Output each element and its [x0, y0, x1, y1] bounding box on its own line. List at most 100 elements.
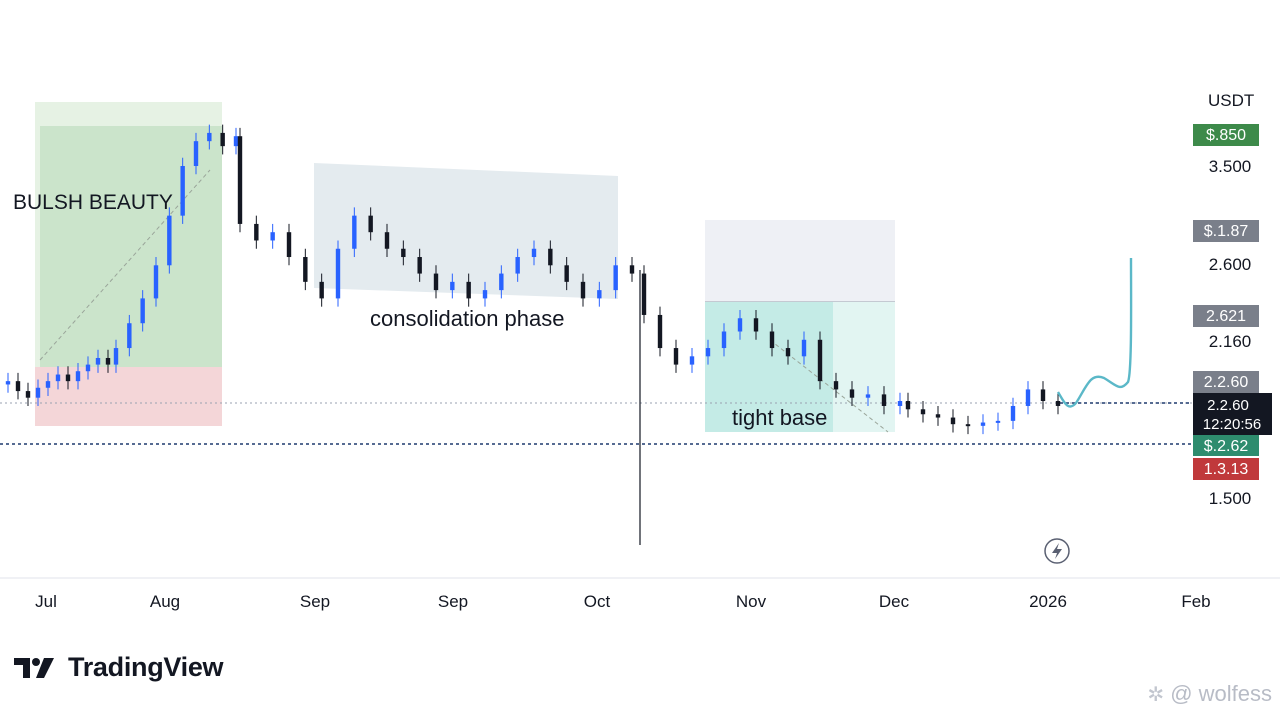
tradingview-logo-icon [14, 657, 54, 678]
watermark: ✲ @ wolfess [1147, 681, 1272, 707]
x-tick-sep-2: Sep [438, 592, 468, 611]
base-zone-inner [705, 302, 833, 432]
x-tick-nov: Nov [736, 592, 767, 611]
candle-body [105, 357, 111, 365]
tradingview-logo-text: TradingView [68, 652, 224, 682]
candles [5, 124, 1061, 545]
current-price-box [1193, 393, 1272, 435]
y-tick-2600: 2.600 [1209, 255, 1252, 274]
candle-body [153, 265, 159, 299]
candle-body [35, 387, 41, 398]
candle-body [657, 314, 663, 349]
lightning-icon[interactable] [1044, 538, 1070, 564]
candle-body [45, 381, 51, 388]
candle-body [25, 391, 31, 398]
candle-body [980, 422, 986, 426]
candle-body [564, 265, 569, 282]
candle-body [897, 401, 903, 406]
candle-body [237, 136, 243, 224]
x-tick-jul: Jul [35, 592, 57, 611]
x-tick-aug: Aug [150, 592, 180, 611]
annotation-consolidation: consolidation phase [370, 306, 564, 331]
candle-body [705, 348, 711, 357]
price-tag-2-bg [1193, 220, 1259, 242]
candle-body [1010, 405, 1016, 421]
candle-body [384, 232, 390, 249]
price-tag-1: $.850 [1206, 127, 1246, 144]
candle-body [167, 215, 172, 266]
candle-body [140, 298, 145, 324]
candle-body [801, 339, 807, 357]
consolidation-band [314, 163, 618, 299]
candle-body [920, 409, 926, 415]
candle-body [193, 141, 199, 166]
candle-body [450, 281, 455, 291]
candle-body [15, 381, 21, 392]
candle-body [721, 331, 727, 349]
candle-body [127, 323, 132, 349]
candle-body [286, 232, 292, 258]
candle-body [1040, 389, 1046, 402]
projection-path [1056, 257, 1133, 408]
candle-body [548, 248, 553, 266]
candle-body [207, 132, 212, 142]
candle-body [303, 257, 308, 282]
candle-body [75, 371, 81, 382]
tradingview-logo[interactable]: TradingView [14, 652, 224, 683]
candle-body [689, 356, 695, 365]
candle-body [270, 232, 275, 241]
candle-body [85, 364, 91, 372]
candle-body [233, 136, 239, 147]
y-tick-2160: 2.160 [1209, 332, 1252, 351]
candle-body [55, 374, 61, 382]
candle-body [482, 290, 488, 299]
candle-body [5, 381, 11, 385]
candle-body [673, 348, 679, 365]
price-tag-4: 2.2.60 [1204, 374, 1249, 391]
candle-body [113, 348, 119, 365]
price-tag-6-bg [1193, 458, 1259, 480]
candle-body [753, 318, 759, 332]
annotation-bulsh-beauty: BULSH BEAUTY [13, 191, 173, 214]
candle-body [499, 273, 504, 291]
candle-body [950, 417, 956, 425]
candle-body [597, 290, 602, 299]
candle-body [180, 166, 185, 216]
watermark-text: @ wolfess [1170, 681, 1272, 706]
candle-body [833, 381, 839, 390]
x-tick-feb: Feb [1181, 592, 1210, 611]
price-tag-3-bg [1193, 305, 1259, 327]
price-tag-5-bg [1193, 435, 1259, 456]
candle-body [995, 420, 1001, 423]
candle-body [613, 265, 618, 291]
y-tick-3500: 3.500 [1209, 157, 1252, 176]
candle-body [965, 424, 971, 427]
candle-body [849, 389, 855, 398]
candle-body [1055, 401, 1061, 406]
candle-body [335, 248, 341, 299]
currency-label: USDT [1208, 91, 1254, 110]
candle-body [580, 281, 586, 299]
countdown-timer: 12:20:56 [1203, 416, 1261, 433]
price-tag-1-bg [1193, 124, 1259, 146]
candle-body [905, 401, 911, 410]
candle-body [865, 394, 871, 398]
x-tick-sep-1: Sep [300, 592, 330, 611]
y-tick-1500: 1.500 [1209, 489, 1252, 508]
candle-body [515, 257, 520, 274]
candle-body [433, 273, 439, 291]
bull-zone-loss [35, 367, 222, 426]
current-price-value: 2.2.60 [1207, 397, 1249, 414]
price-tag-5: $.2.62 [1204, 438, 1249, 455]
candle-body [401, 248, 406, 258]
candle-body [817, 339, 823, 382]
price-tag-6: 1.3.13 [1204, 461, 1249, 478]
candle-body [65, 374, 71, 382]
candle-body [95, 357, 101, 365]
base-zone-upper [705, 220, 895, 302]
candle-body [935, 414, 941, 418]
x-tick-oct: Oct [584, 592, 611, 611]
candle-body [466, 281, 471, 299]
price-tag-4-bg [1193, 371, 1259, 393]
